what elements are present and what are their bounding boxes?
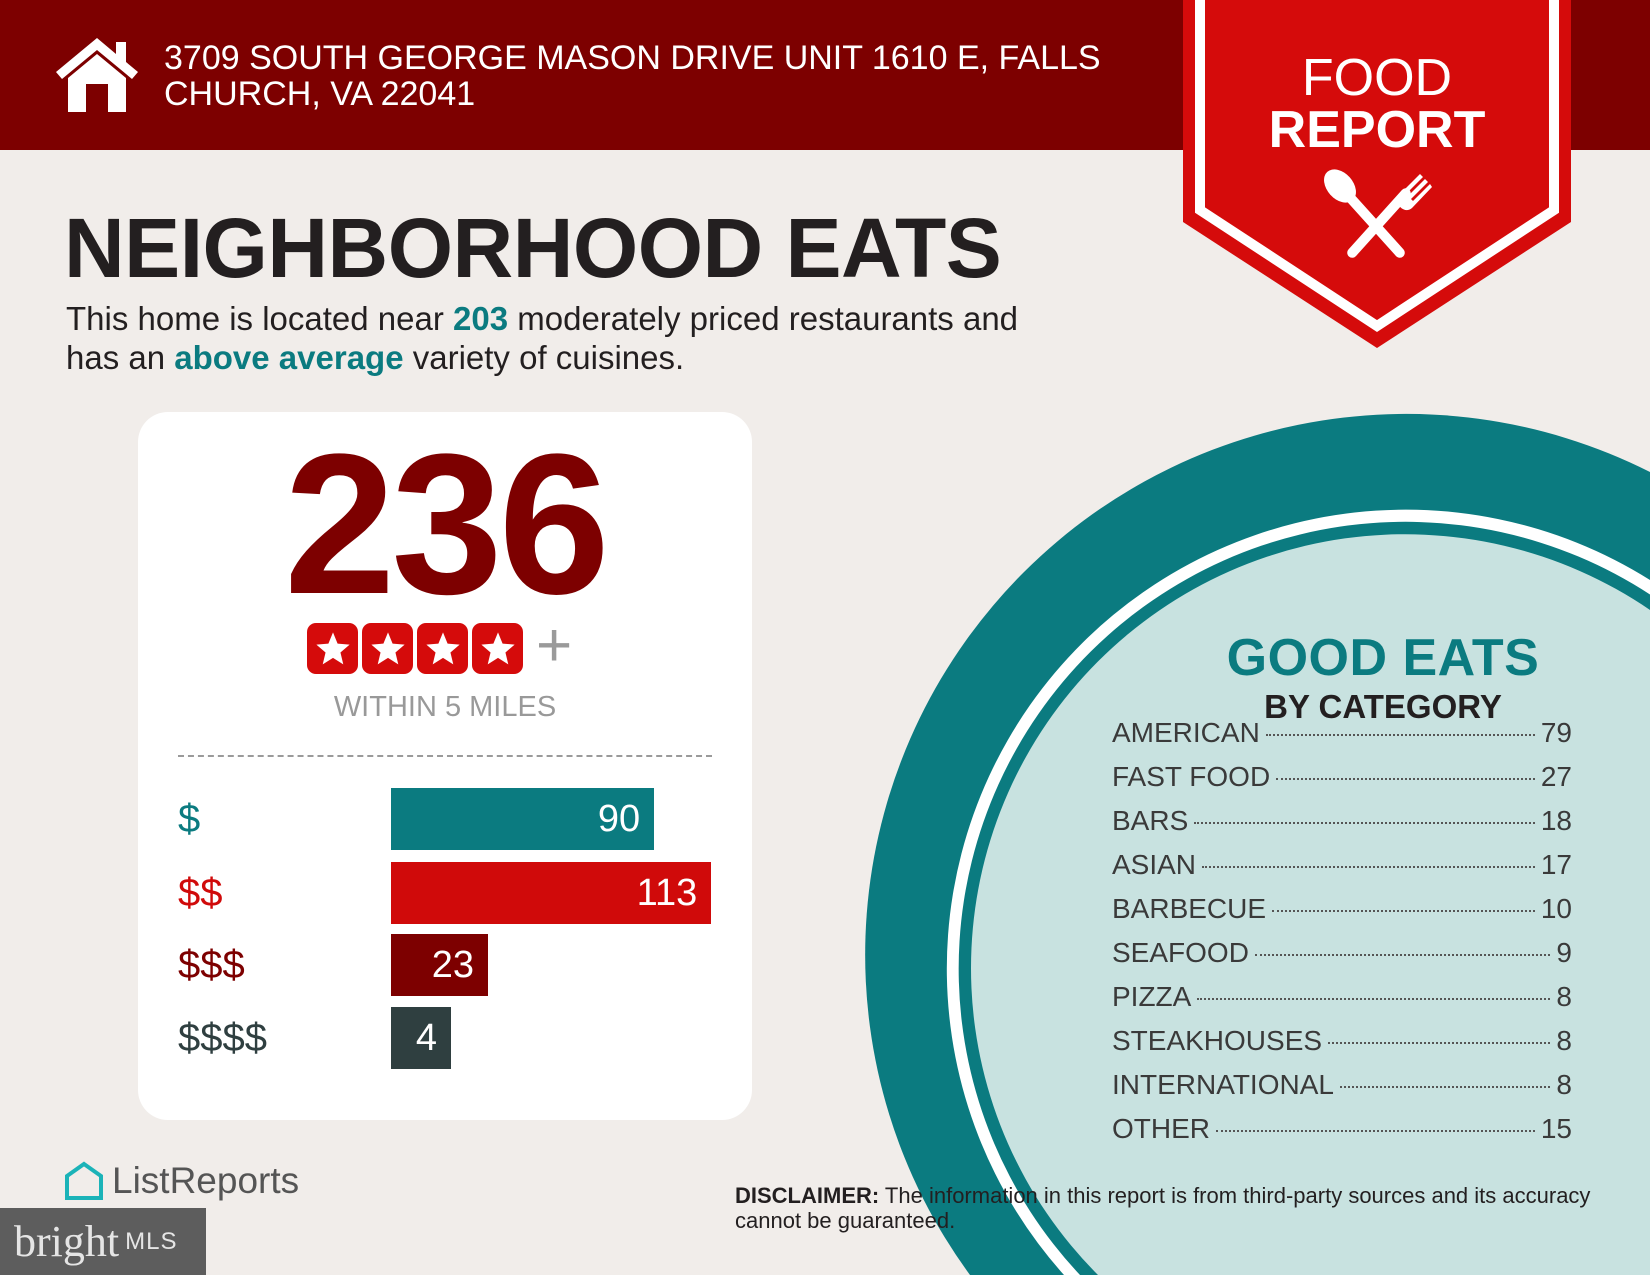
disclaimer: DISCLAIMER: The information in this repo… xyxy=(735,1183,1595,1233)
restaurant-count-card xyxy=(138,412,752,1120)
category-row: OTHER 15 xyxy=(1112,1109,1572,1153)
category-label: FAST FOOD xyxy=(1112,761,1271,792)
category-label: OTHER xyxy=(1112,1113,1210,1144)
category-count: 9 xyxy=(1556,937,1572,968)
category-row: PIZZA 8 xyxy=(1112,977,1572,1021)
category-label: STEAKHOUSES xyxy=(1112,1025,1323,1056)
address-line-2: CHURCH, VA 22041 xyxy=(164,75,476,113)
badge-line-food: FOOD xyxy=(1301,49,1453,107)
category-count: 18 xyxy=(1540,805,1572,836)
restaurant-count: 203 xyxy=(453,300,509,337)
category-label: SEAFOOD xyxy=(1112,937,1249,968)
category-row: AMERICAN 79 xyxy=(1112,713,1572,757)
disclaimer-text: The information in this report is from t… xyxy=(735,1183,1591,1233)
category-count: 15 xyxy=(1540,1113,1572,1144)
categories-title: GOOD EATS xyxy=(1226,629,1540,687)
category-count: 79 xyxy=(1540,717,1572,748)
star-icon xyxy=(362,623,413,674)
dot-leader xyxy=(1197,998,1551,1000)
price-tier-bar: 90 xyxy=(391,788,655,850)
category-row: BARS 18 xyxy=(1112,801,1572,845)
star-icon xyxy=(307,623,358,674)
spoon-fork-icon xyxy=(1324,169,1432,258)
dot-leader xyxy=(1339,1086,1551,1088)
star-icon xyxy=(417,623,468,674)
category-count: 10 xyxy=(1540,893,1572,924)
price-tier-label: $$$ xyxy=(178,943,245,987)
dot-leader xyxy=(1254,954,1551,956)
category-list: AMERICAN 79 FAST FOOD 27 BARS 18 ASIAN 17 BARBEC… xyxy=(1112,713,1572,1153)
price-tier-bar: 23 xyxy=(391,934,489,996)
mls-text: MLS xyxy=(125,1227,178,1255)
dot-leader xyxy=(1194,822,1535,824)
address-line-1: 3709 SOUTH GEORGE MASON DRIVE UNIT 1610 … xyxy=(164,39,1101,77)
summary-text: This home is located near xyxy=(66,300,454,337)
category-label: ASIAN xyxy=(1112,849,1197,880)
dot-leader xyxy=(1265,734,1535,736)
category-row: BARBECUE 10 xyxy=(1112,889,1572,933)
listreports-text: ListReports xyxy=(112,1160,300,1201)
summary-text: variety of cuisines. xyxy=(403,339,685,376)
plus-icon: + xyxy=(536,611,573,680)
category-count: 8 xyxy=(1556,1025,1572,1056)
category-count: 8 xyxy=(1556,981,1572,1012)
category-label: BARS xyxy=(1112,805,1189,836)
food-report-badge xyxy=(1183,0,1571,348)
category-row: SEAFOOD 9 xyxy=(1112,933,1572,977)
listreports-house-icon xyxy=(65,1161,103,1200)
house-icon xyxy=(56,38,138,112)
price-tier-bar: 113 xyxy=(391,862,712,924)
price-tier-label: $$$$ xyxy=(178,1016,267,1060)
category-label: INTERNATIONAL xyxy=(1112,1069,1334,1100)
categories-subtitle: BY CATEGORY xyxy=(1264,688,1502,725)
summary-text: moderately priced restaurants and xyxy=(508,300,1019,337)
total-restaurants: 236 xyxy=(284,413,610,636)
radius-label: WITHIN 5 MILES xyxy=(333,691,557,723)
category-row: STEAKHOUSES 8 xyxy=(1112,1021,1572,1065)
price-tier-label: $$ xyxy=(178,871,223,915)
category-row: FAST FOOD 27 xyxy=(1112,757,1572,801)
category-label: BARBECUE xyxy=(1112,893,1267,924)
dashed-divider xyxy=(178,755,712,757)
category-count: 8 xyxy=(1556,1069,1572,1100)
category-label: AMERICAN xyxy=(1112,717,1260,748)
summary-line-2: has an above average variety of cuisines… xyxy=(66,339,684,377)
badge-line-report: REPORT xyxy=(1268,101,1486,159)
page-title: NEIGHBORHOOD EATS xyxy=(64,201,1002,295)
dot-leader xyxy=(1202,866,1535,868)
bright-text: bright xyxy=(14,1216,120,1266)
bright-mls-logo: bright MLS xyxy=(0,1208,206,1275)
dot-leader xyxy=(1276,778,1535,780)
disclaimer-label: DISCLAIMER: xyxy=(735,1183,880,1208)
star-icon xyxy=(472,623,523,674)
summary-line-1: This home is located near 203 moderately… xyxy=(66,300,1018,338)
price-tier-label: $ xyxy=(178,797,201,841)
listreports-logo: ListReports xyxy=(64,1160,299,1202)
category-count: 27 xyxy=(1540,761,1572,792)
category-count: 17 xyxy=(1540,849,1572,880)
variety-rating: above average xyxy=(174,339,404,376)
dot-leader xyxy=(1328,1042,1551,1044)
dot-leader xyxy=(1216,1130,1535,1132)
category-row: INTERNATIONAL 8 xyxy=(1112,1065,1572,1109)
category-label: PIZZA xyxy=(1112,981,1192,1012)
category-row: ASIAN 17 xyxy=(1112,845,1572,889)
star-rating xyxy=(307,623,523,674)
dot-leader xyxy=(1272,910,1535,912)
summary-text: has an xyxy=(66,339,175,376)
price-tier-bar: 4 xyxy=(391,1007,451,1069)
